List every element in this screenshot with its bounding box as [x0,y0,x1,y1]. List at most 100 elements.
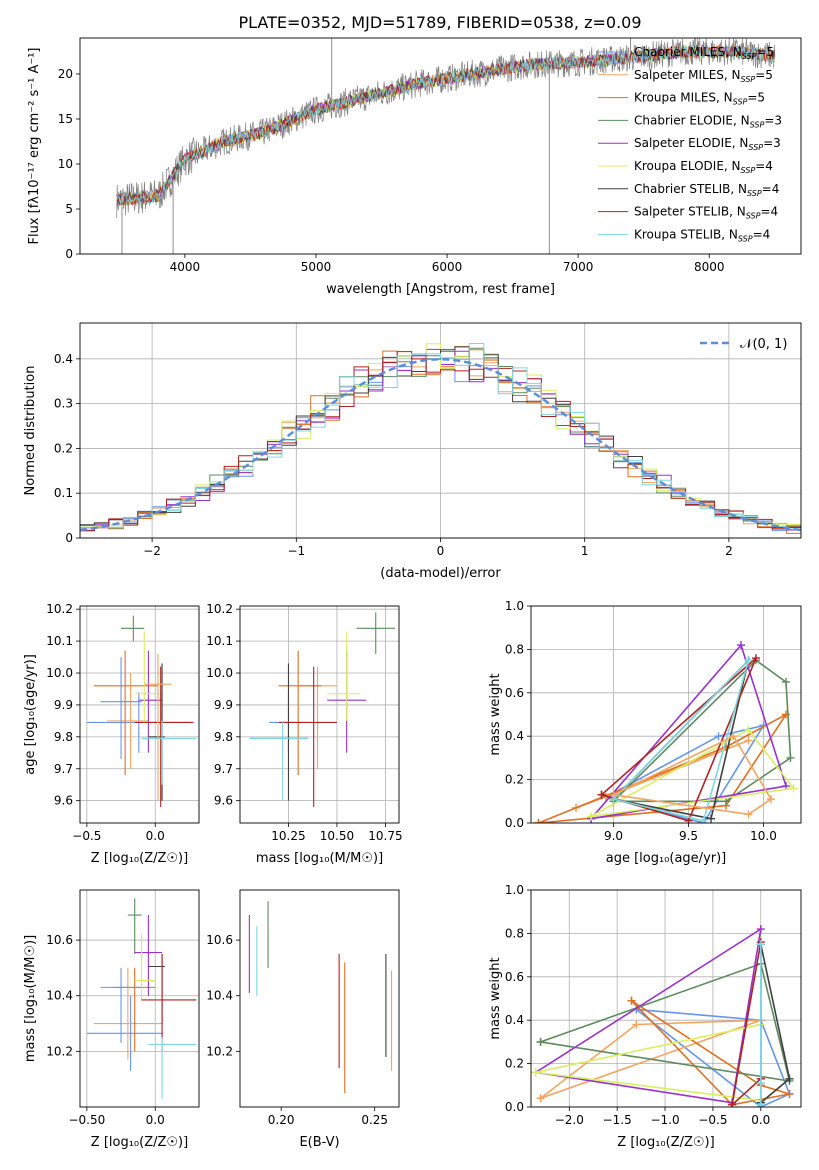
weight-marker [789,784,798,793]
weight-marker [729,732,738,741]
x-tick-label: 5000 [301,260,332,274]
y-tick-label: 1.0 [505,883,524,897]
y-tick-label: 0.1 [54,486,73,500]
x-tick-label: 1 [581,544,589,558]
y-tick-label: 9.6 [214,794,233,808]
weight-marker [728,1100,737,1107]
weight-marker [767,795,775,804]
y-tick-label: 0.4 [505,729,524,743]
x-tick-label: 10.25 [271,829,305,843]
x-axis-label: Z [log₁₀(Z/Z☉)] [91,851,188,866]
y-tick-label: 0.4 [505,1013,524,1027]
y-tick-label: 10.6 [46,933,73,947]
weight-marker [744,736,753,745]
legend-entry: Salpeter STELIB, NSSP=4 [634,205,778,221]
weight-marker [752,654,760,663]
weight-marker [722,797,730,806]
y-axis-label: Normed distribution [23,366,38,496]
weight-marker [785,1089,794,1098]
y-tick-label: 9.7 [214,762,233,776]
y-tick-label: 10.2 [46,1044,73,1058]
x-tick-label: −1.0 [650,1113,679,1127]
x-tick-label: −0.5 [72,829,101,843]
plot-area [531,925,794,1107]
x-tick-label: −0.5 [698,1113,727,1127]
y-axis-label: Flux [fλ10⁻¹⁷ erg cm⁻² s⁻¹ A⁻¹] [27,48,42,245]
y-tick-label: 0.8 [505,926,524,940]
y-tick-label: 9.7 [54,762,73,776]
plot-area [116,38,776,254]
legend-entry: 𝒩(0, 1) [740,337,787,352]
y-tick-label: 9.9 [54,698,73,712]
axes-frame [530,889,802,1108]
y-tick-label: 9.6 [54,794,73,808]
weight-series-line [730,941,762,1107]
y-tick-label: 10.2 [206,602,233,616]
weight-marker [536,1094,545,1103]
x-axis-label: (data-model)/error [380,566,501,581]
x-axis-label: Z [log₁₀(Z/Z☉)] [91,1135,188,1150]
weight-marker [536,1037,545,1046]
x-tick-label: 7000 [563,260,594,274]
x-tick-label: 10.0 [750,829,777,843]
x-axis-label: wavelength [Angstrom, rest frame] [326,282,555,297]
x-tick-label: 0.25 [361,1113,388,1127]
legend-entry: Kroupa ELODIE, NSSP=4 [634,159,773,175]
plot-area [80,343,801,536]
y-tick-label: 5 [65,202,73,216]
y-tick-label: 1.0 [505,599,524,613]
y-tick-label: 0 [65,531,73,545]
spectrum-panel: 4000 5000 6000 7000 8000 0 5 10 15 20 wavelength [… [27,37,802,297]
y-tick-label: 10 [58,157,73,171]
legend-entry: Salpeter ELODIE, NSSP=3 [634,136,781,152]
weight-marker [531,1068,540,1077]
weight-marker [744,656,753,665]
y-tick-label: 9.9 [214,698,233,712]
x-tick-label: 8000 [694,260,725,274]
y-tick-label: 15 [58,112,73,126]
axes-frame [79,889,200,1108]
weight-marker [609,790,618,799]
x-tick-label: 2 [725,544,733,558]
age-vs-mass-panel: 10.25 10.50 10.75 9.6 9.7 9.8 9.9 10.0 10.1 10.2 m… [206,602,402,866]
x-tick-label: 4000 [170,260,201,274]
x-tick-label: 10.75 [368,829,402,843]
plot-area [86,615,197,808]
legend-entry: Kroupa MILES, NSSP=5 [634,91,765,107]
weight-marker [786,753,795,762]
y-tick-label: 0.2 [505,1057,524,1071]
y-tick-label: 10.0 [206,666,233,680]
x-axis-label: age [log₁₀(age/yr)] [606,851,727,866]
x-tick-label: −0.50 [68,1113,105,1127]
y-tick-label: 10.1 [46,634,73,648]
y-tick-label: 10.2 [46,602,73,616]
y-tick-label: 9.8 [54,730,73,744]
y-tick-label: 0.0 [505,816,524,830]
mass-vs-reddening-panel: 0.20 0.25 10.2 10.4 10.6 E(B-V) [206,889,400,1150]
y-tick-label: 0.2 [505,773,524,787]
weight-marker [587,812,595,821]
legend-entry: Chabrier ELODIE, NSSP=3 [634,113,782,129]
x-tick-label: −1 [287,544,305,558]
x-tick-label: 0.0 [146,829,165,843]
y-axis-label: mass weight [488,957,503,1039]
weight-marker [597,790,606,799]
weight-marker [707,814,715,823]
weight-marker [699,816,708,823]
weight-marker [632,1020,641,1029]
x-axis-label: mass [log₁₀(M/M☉)] [256,851,383,866]
x-tick-label: 6000 [432,260,463,274]
weight-series-line [600,657,757,822]
legend-entry: Chabrier MILES, NSSP=5 [634,45,774,61]
weight-marker [756,1079,765,1088]
x-tick-label: 10.50 [320,829,354,843]
axes-frame [79,37,802,255]
y-tick-label: 0.2 [54,441,73,455]
weight-marker [534,819,543,823]
y-tick-label: 0.6 [505,686,524,700]
y-axis-label: mass [log₁₀(M/M☉)] [23,935,38,1062]
weight-marker [737,641,745,650]
weight-series-line [535,927,762,1104]
axes-frame [239,605,400,824]
y-tick-label: 20 [58,67,73,81]
